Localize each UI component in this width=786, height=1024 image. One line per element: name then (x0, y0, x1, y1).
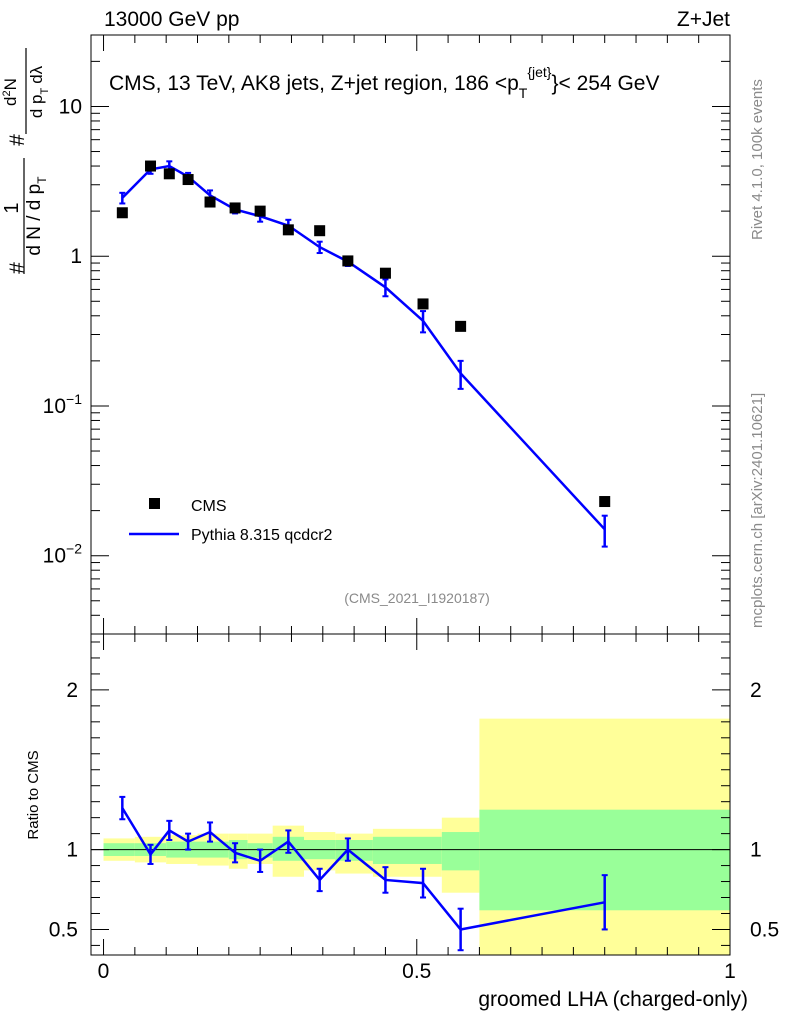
uncertainty-band-green (335, 840, 373, 861)
y-tick-label-base: 10 (59, 95, 82, 118)
ratio-frame (90, 633, 731, 956)
y-tick-label-exponent: −2 (66, 541, 82, 557)
main-frame (90, 34, 731, 635)
uncertainty-band-green (372, 836, 442, 864)
x-tick-label: 0.5 (402, 960, 431, 983)
cms-point (116, 207, 128, 219)
cms-point (599, 496, 611, 508)
cms-point (455, 320, 467, 332)
ylabel-dN-dp: d N / d p (24, 184, 45, 256)
ratio-data-layer (91, 718, 730, 955)
cms-point (163, 168, 175, 180)
y-tick-label-exponent: −1 (66, 391, 82, 407)
title-part-2: }< 254 GeV (551, 72, 659, 95)
ratio-y-tick-label-right: 0.5 (750, 918, 779, 941)
ratio-axis-ticks: 0 0.5 1 0.5 0.5 1 1 2 2 (49, 634, 779, 983)
main-data-layer (116, 160, 611, 548)
y-tick-label: 10 (59, 95, 82, 118)
cms-point (314, 225, 326, 237)
ylabel-denominator-2: d pTdλ (27, 65, 51, 118)
ylabel-dp: d p (27, 95, 46, 119)
ratio-panel: 0 0.5 1 0.5 0.5 1 1 2 2 Ratio to CMS groomed LHA… (25, 633, 779, 1011)
ratio-y-tick-label-right: 1 (750, 839, 762, 862)
legend: CMS Pythia 8.315 qcdcr2 (129, 498, 333, 544)
ylabel-sub-T1: T (35, 176, 49, 184)
ratio-y-tick-label-left: 1 (66, 839, 78, 862)
ylabel-lambda: λ (27, 65, 46, 74)
uncertainty-band-green (441, 832, 480, 871)
header-left: 13000 GeV pp (104, 8, 239, 31)
mcplots-label: mcplots.cern.ch [arXiv:2401.10621] (749, 393, 766, 628)
cms-point (204, 196, 216, 208)
cms-point (379, 267, 391, 279)
y-tick-label: 10−1 (43, 391, 83, 418)
ylabel-N: N (1, 78, 20, 90)
plot-title: CMS, 13 TeV, AK8 jets, Z+jet region, 186… (109, 64, 659, 101)
ylabel-one: 1 (1, 202, 23, 213)
ylabel-sup-2: 2 (1, 90, 13, 96)
ylabel-hash-2: # (6, 134, 29, 146)
ylabel-sub-T2: T (39, 88, 51, 95)
y-tick-label-base: 10 (43, 395, 66, 418)
x-tick-label: 1 (724, 960, 736, 983)
cms-point (229, 202, 241, 214)
ratio-line (121, 807, 605, 931)
y-tick-label-base: 10 (43, 545, 66, 568)
y-tick-label: 10−2 (43, 541, 83, 568)
ratio-y-label: Ratio to CMS (25, 750, 42, 839)
title-part-1: CMS, 13 TeV, AK8 jets, Z+jet region, 186… (109, 72, 519, 95)
title-sub-T: T (519, 85, 528, 101)
ylabel-denominator: d N / d pT (24, 176, 49, 256)
ylabel-d: d (1, 96, 20, 105)
pythia-line (121, 164, 606, 531)
y-tick-label: 1 (70, 245, 82, 268)
legend-cms-marker (149, 498, 160, 509)
analysis-id: (CMS_2021_I1920187) (344, 590, 490, 606)
ratio-y-tick-label-right: 2 (750, 679, 762, 702)
ylabel-numerator: d2N (1, 78, 20, 106)
cms-point (342, 255, 354, 267)
y-tick-label-base: 1 (70, 245, 82, 268)
cms-point (182, 174, 194, 186)
cms-point (254, 205, 266, 217)
ylabel-hash-1: # (6, 262, 29, 274)
ratio-y-tick-label-left: 2 (66, 679, 78, 702)
ratio-y-tick-label-left: 0.5 (49, 918, 78, 941)
header-right: Z+Jet (677, 8, 730, 31)
cms-point (145, 160, 157, 172)
cms-point (282, 224, 294, 236)
main-y-label: # 1 d N / d pT # d2N d pTdλ (1, 48, 51, 274)
legend-cms-label: CMS (191, 498, 227, 515)
title-sup-jet: {jet} (527, 64, 551, 80)
ylabel-d2: d (27, 74, 46, 83)
rivet-label: Rivet 4.1.0, 100k events (749, 79, 766, 240)
legend-pythia-label: Pythia 8.315 qcdcr2 (191, 527, 333, 544)
x-tick-label: 0 (98, 960, 110, 983)
cms-point (417, 298, 429, 310)
x-axis-label: groomed LHA (charged-only) (478, 988, 748, 1011)
